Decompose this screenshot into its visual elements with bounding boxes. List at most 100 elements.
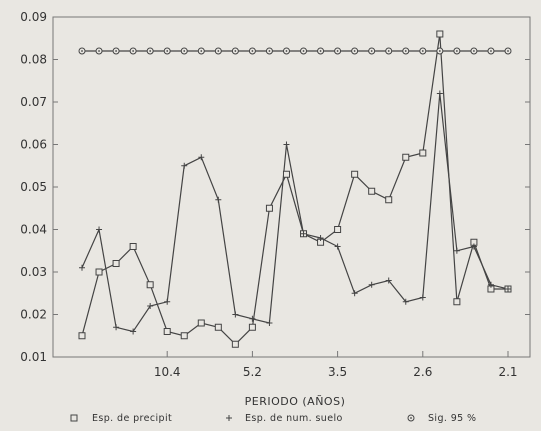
data-point-series-3 [402,47,410,55]
data-point-series-1 [129,243,137,250]
legend-label-3: Sig. 95 % [428,413,476,424]
diamond-inner [319,50,322,52]
data-point-series-3 [504,47,512,55]
data-point-series-3 [112,47,120,55]
data-point-series-3 [436,47,444,55]
y-tick-label: 0.03 [20,265,47,279]
x-tick-label: 10.4 [154,365,181,379]
data-point-series-2 [181,162,188,169]
data-point-series-1 [402,153,410,161]
diamond-inner [251,50,254,52]
x-tick-label: 3.5 [328,365,347,379]
data-point-series-1 [112,260,120,267]
data-point-series-2 [505,286,511,292]
data-point-series-3 [453,47,461,55]
series-line-1 [81,33,508,346]
diamond-inner [410,417,412,419]
diamond-inner [285,50,288,52]
diamond-inner [166,50,169,52]
data-point-series-2 [130,328,137,335]
diamond-inner [200,50,203,52]
legend-label-2: Esp. de num. suelo [245,413,343,424]
data-point-series-2 [79,264,85,271]
y-tick-label: 0.06 [20,138,47,152]
data-point-series-3 [146,47,154,55]
diamond-inner [81,50,83,52]
data-point-series-2 [283,141,290,148]
data-point-series-2 [419,294,426,301]
data-point-series-3 [248,47,256,55]
data-point-series-3 [265,47,273,55]
legend-marker-2 [226,415,232,421]
data-point-series-1 [163,328,171,335]
data-point-series-1 [95,268,103,276]
data-point-series-3 [334,47,342,55]
diamond-inner [387,50,390,52]
diamond-inner [183,50,186,52]
diamond-inner [370,50,373,52]
data-point-series-1 [248,323,256,331]
diamond-inner [115,50,117,52]
data-point-series-2 [402,298,409,305]
data-point-series-1 [351,170,359,178]
data-point-series-2 [385,277,392,284]
plot-frame [52,16,531,358]
data-point-series-1 [197,319,205,327]
data-point-series-2 [96,226,103,233]
data-point-series-3 [282,47,290,55]
x-axis: 10.4 5.2 3.5 2.6 2.1 [154,351,518,379]
diamond-inner [132,50,135,52]
data-point-series-2 [300,230,307,237]
y-tick-label: 0.01 [20,350,47,364]
data-point-series-1 [419,149,427,157]
series-markers [78,30,512,348]
data-point-series-3 [368,47,376,55]
diamond-inner [490,50,492,52]
legend-marker-3 [407,414,415,422]
diamond-inner [455,50,458,52]
diamond-inner [149,50,152,52]
y-tick-label: 0.08 [20,53,47,67]
data-point-series-3 [78,47,86,55]
diamond-inner [302,50,305,52]
diamond-inner [234,50,237,52]
data-point-series-3 [385,47,393,55]
x-tick-label: 2.6 [413,365,432,379]
diamond-inner [421,50,424,52]
data-point-series-3 [351,47,359,55]
y-axis: 0.01 0.02 0.03 0.04 0.05 0.06 0.07 0.08 0.09 [20,10,530,364]
data-point-series-3 [317,47,325,55]
y-tick-label: 0.09 [20,10,47,24]
data-point-series-2 [487,281,494,288]
data-point-series-1 [334,226,342,233]
data-point-series-1 [368,187,376,195]
data-point-series-2 [436,90,443,97]
diamond-inner [404,50,407,52]
data-point-series-1 [436,30,444,38]
y-tick-label: 0.05 [20,180,47,194]
data-point-series-1 [180,332,188,340]
series-line-2 [81,93,509,333]
data-point-series-3 [487,47,495,55]
data-point-series-1 [282,170,290,178]
diamond-inner [336,50,339,52]
diamond-inner [438,50,441,52]
diamond-inner [217,50,220,52]
data-point-series-3 [197,47,205,55]
diamond-inner [353,50,356,52]
data-point-series-3 [129,47,137,55]
data-point-series-2 [368,281,375,288]
data-point-series-3 [470,47,478,55]
data-point-series-2 [470,243,477,250]
data-point-series-2 [351,290,358,297]
data-point-series-2 [113,324,120,331]
data-point-series-1 [265,204,273,212]
y-tick-label: 0.07 [20,95,47,109]
data-point-series-1 [231,340,239,348]
data-point-series-1 [146,281,154,289]
data-point-series-3 [163,47,171,55]
y-tick-label: 0.02 [20,308,47,322]
data-point-series-2 [232,311,239,318]
data-point-series-3 [95,47,103,55]
